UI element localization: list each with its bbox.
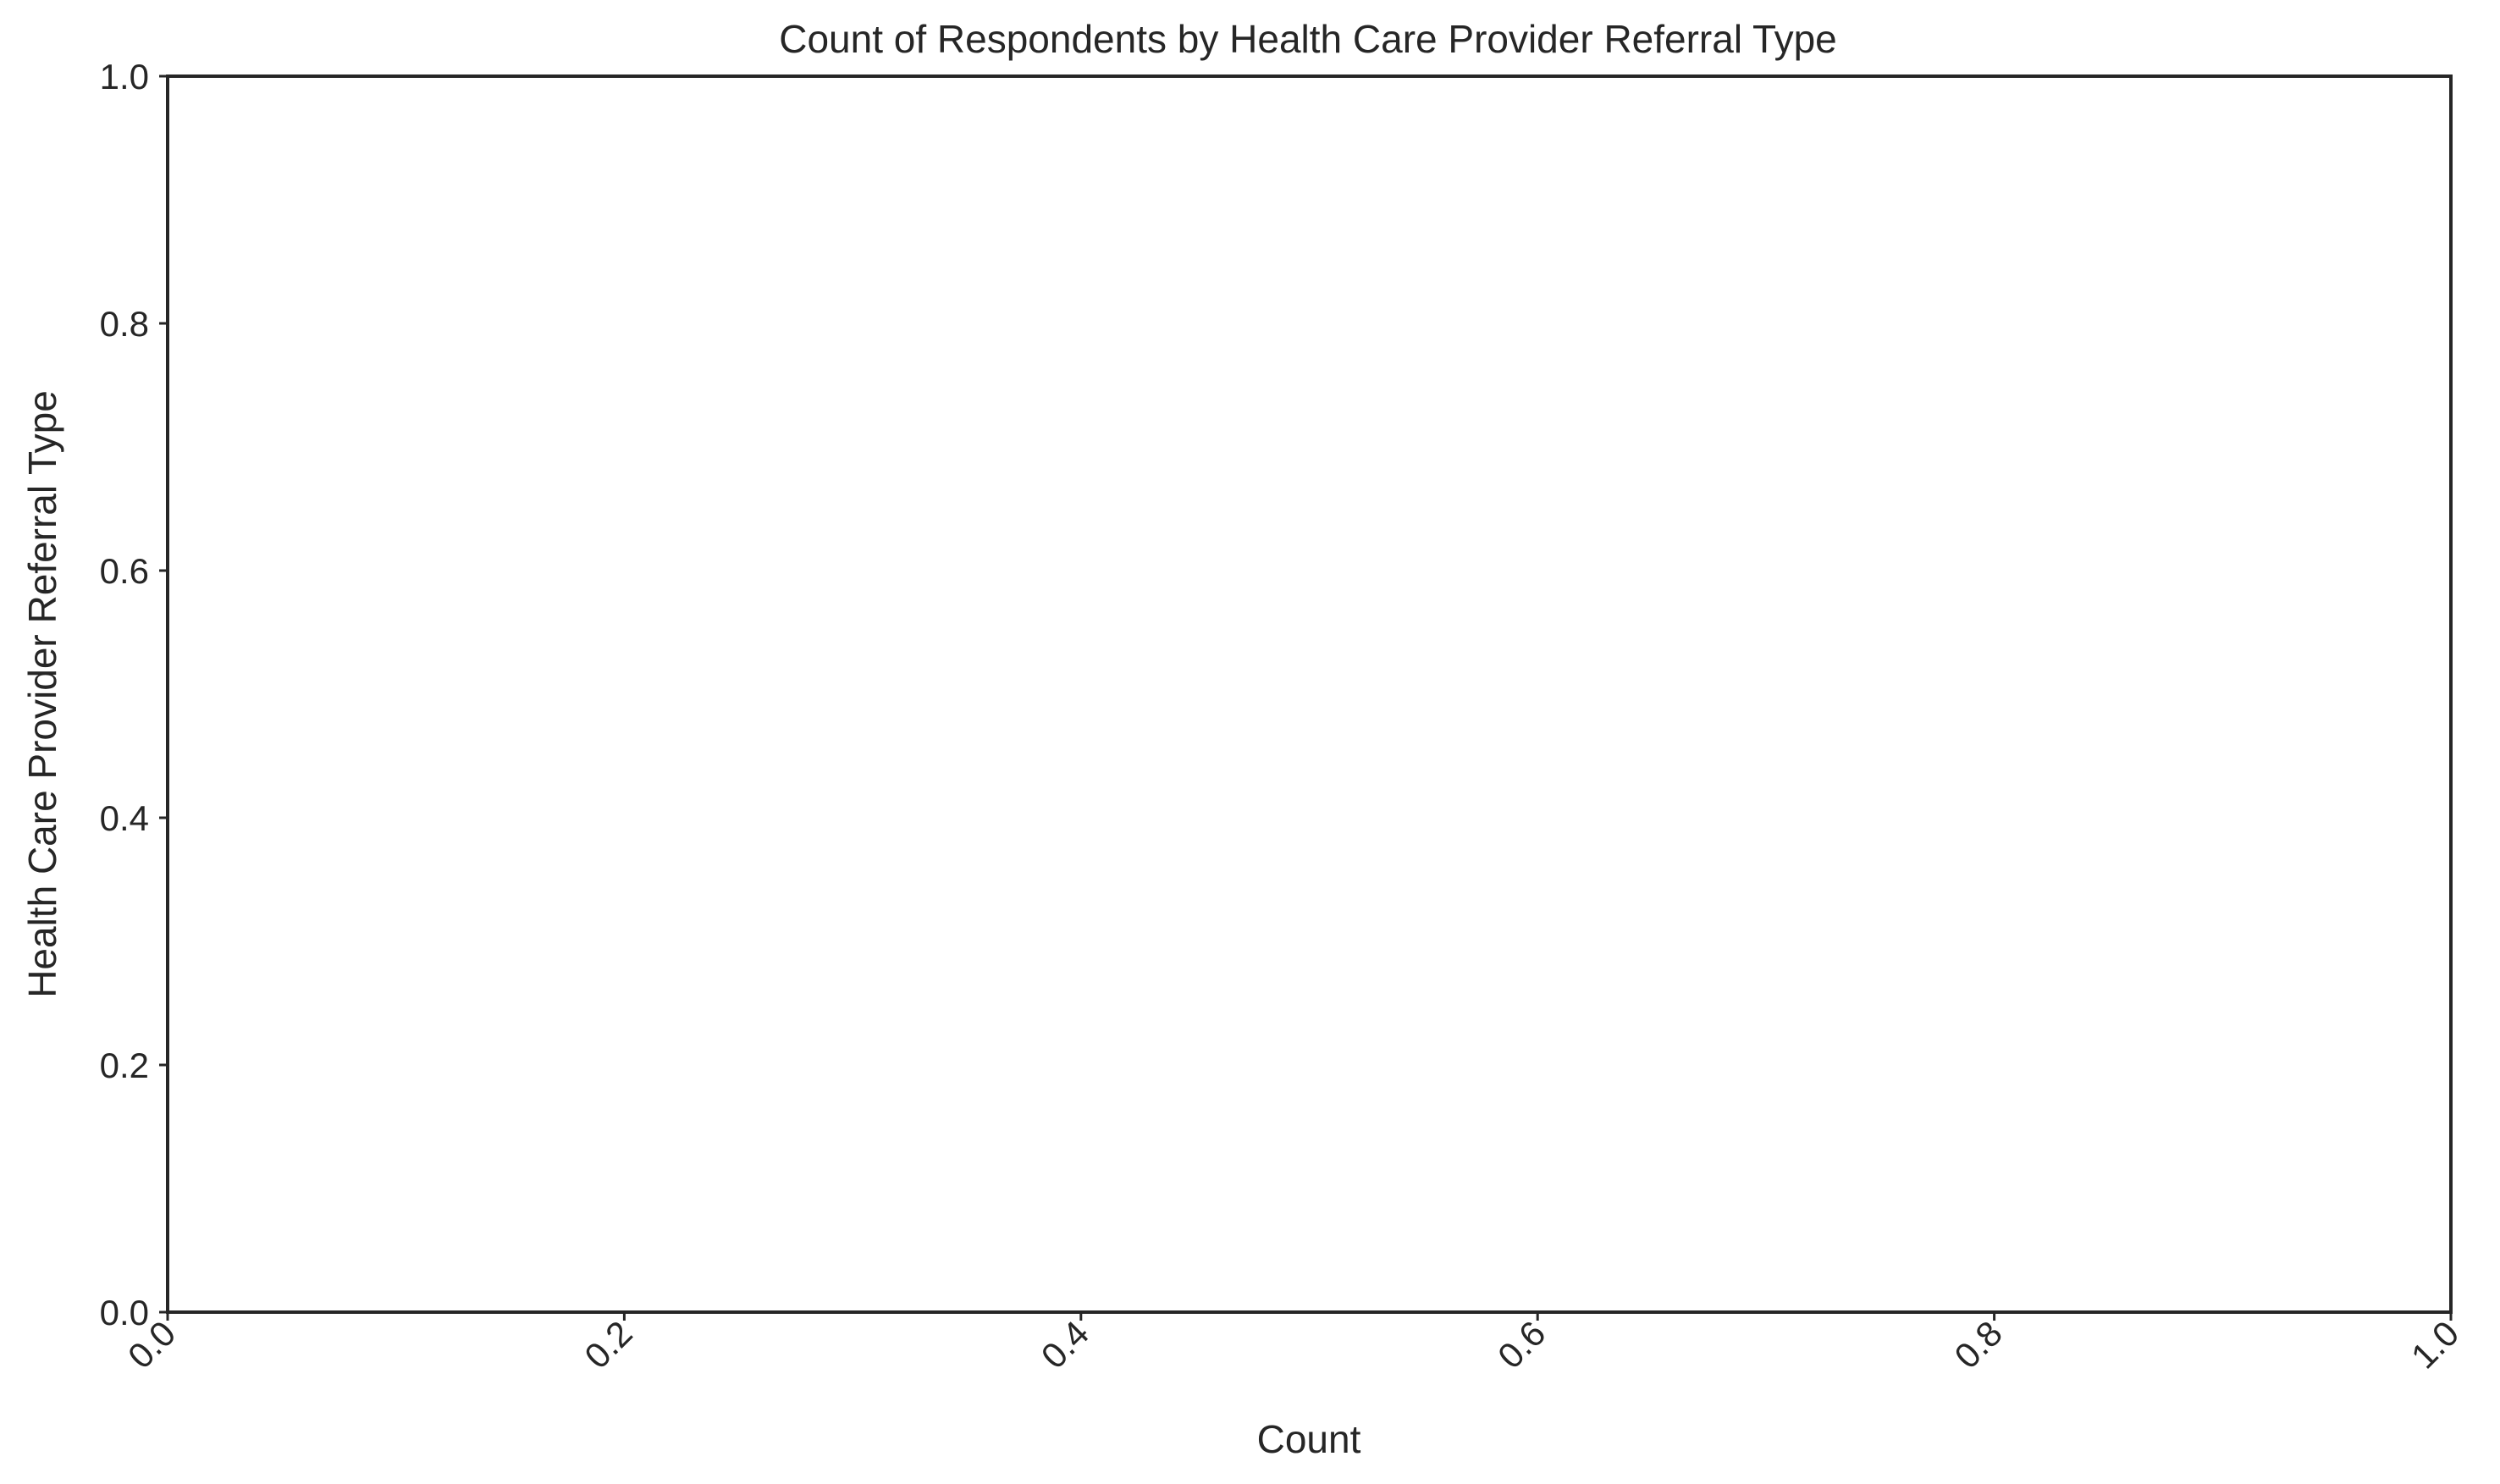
y-tick-label: 0.4 <box>100 798 149 838</box>
plot-area-frame <box>166 74 2453 1314</box>
y-tick-label: 0.2 <box>100 1045 149 1085</box>
y-tick-label: 0.6 <box>100 551 149 591</box>
y-axis-ticks: 0.0 0.2 0.4 0.6 0.8 1.0 <box>100 57 168 1332</box>
x-axis-label: Count <box>1257 1417 1361 1461</box>
y-tick-label: 1.0 <box>100 57 149 97</box>
chart-title: Count of Respondents by Health Care Prov… <box>779 17 1836 61</box>
y-tick-label: 0.0 <box>100 1293 149 1332</box>
y-axis-label: Health Care Provider Referral Type <box>20 390 64 998</box>
y-tick-label: 0.8 <box>100 304 149 344</box>
